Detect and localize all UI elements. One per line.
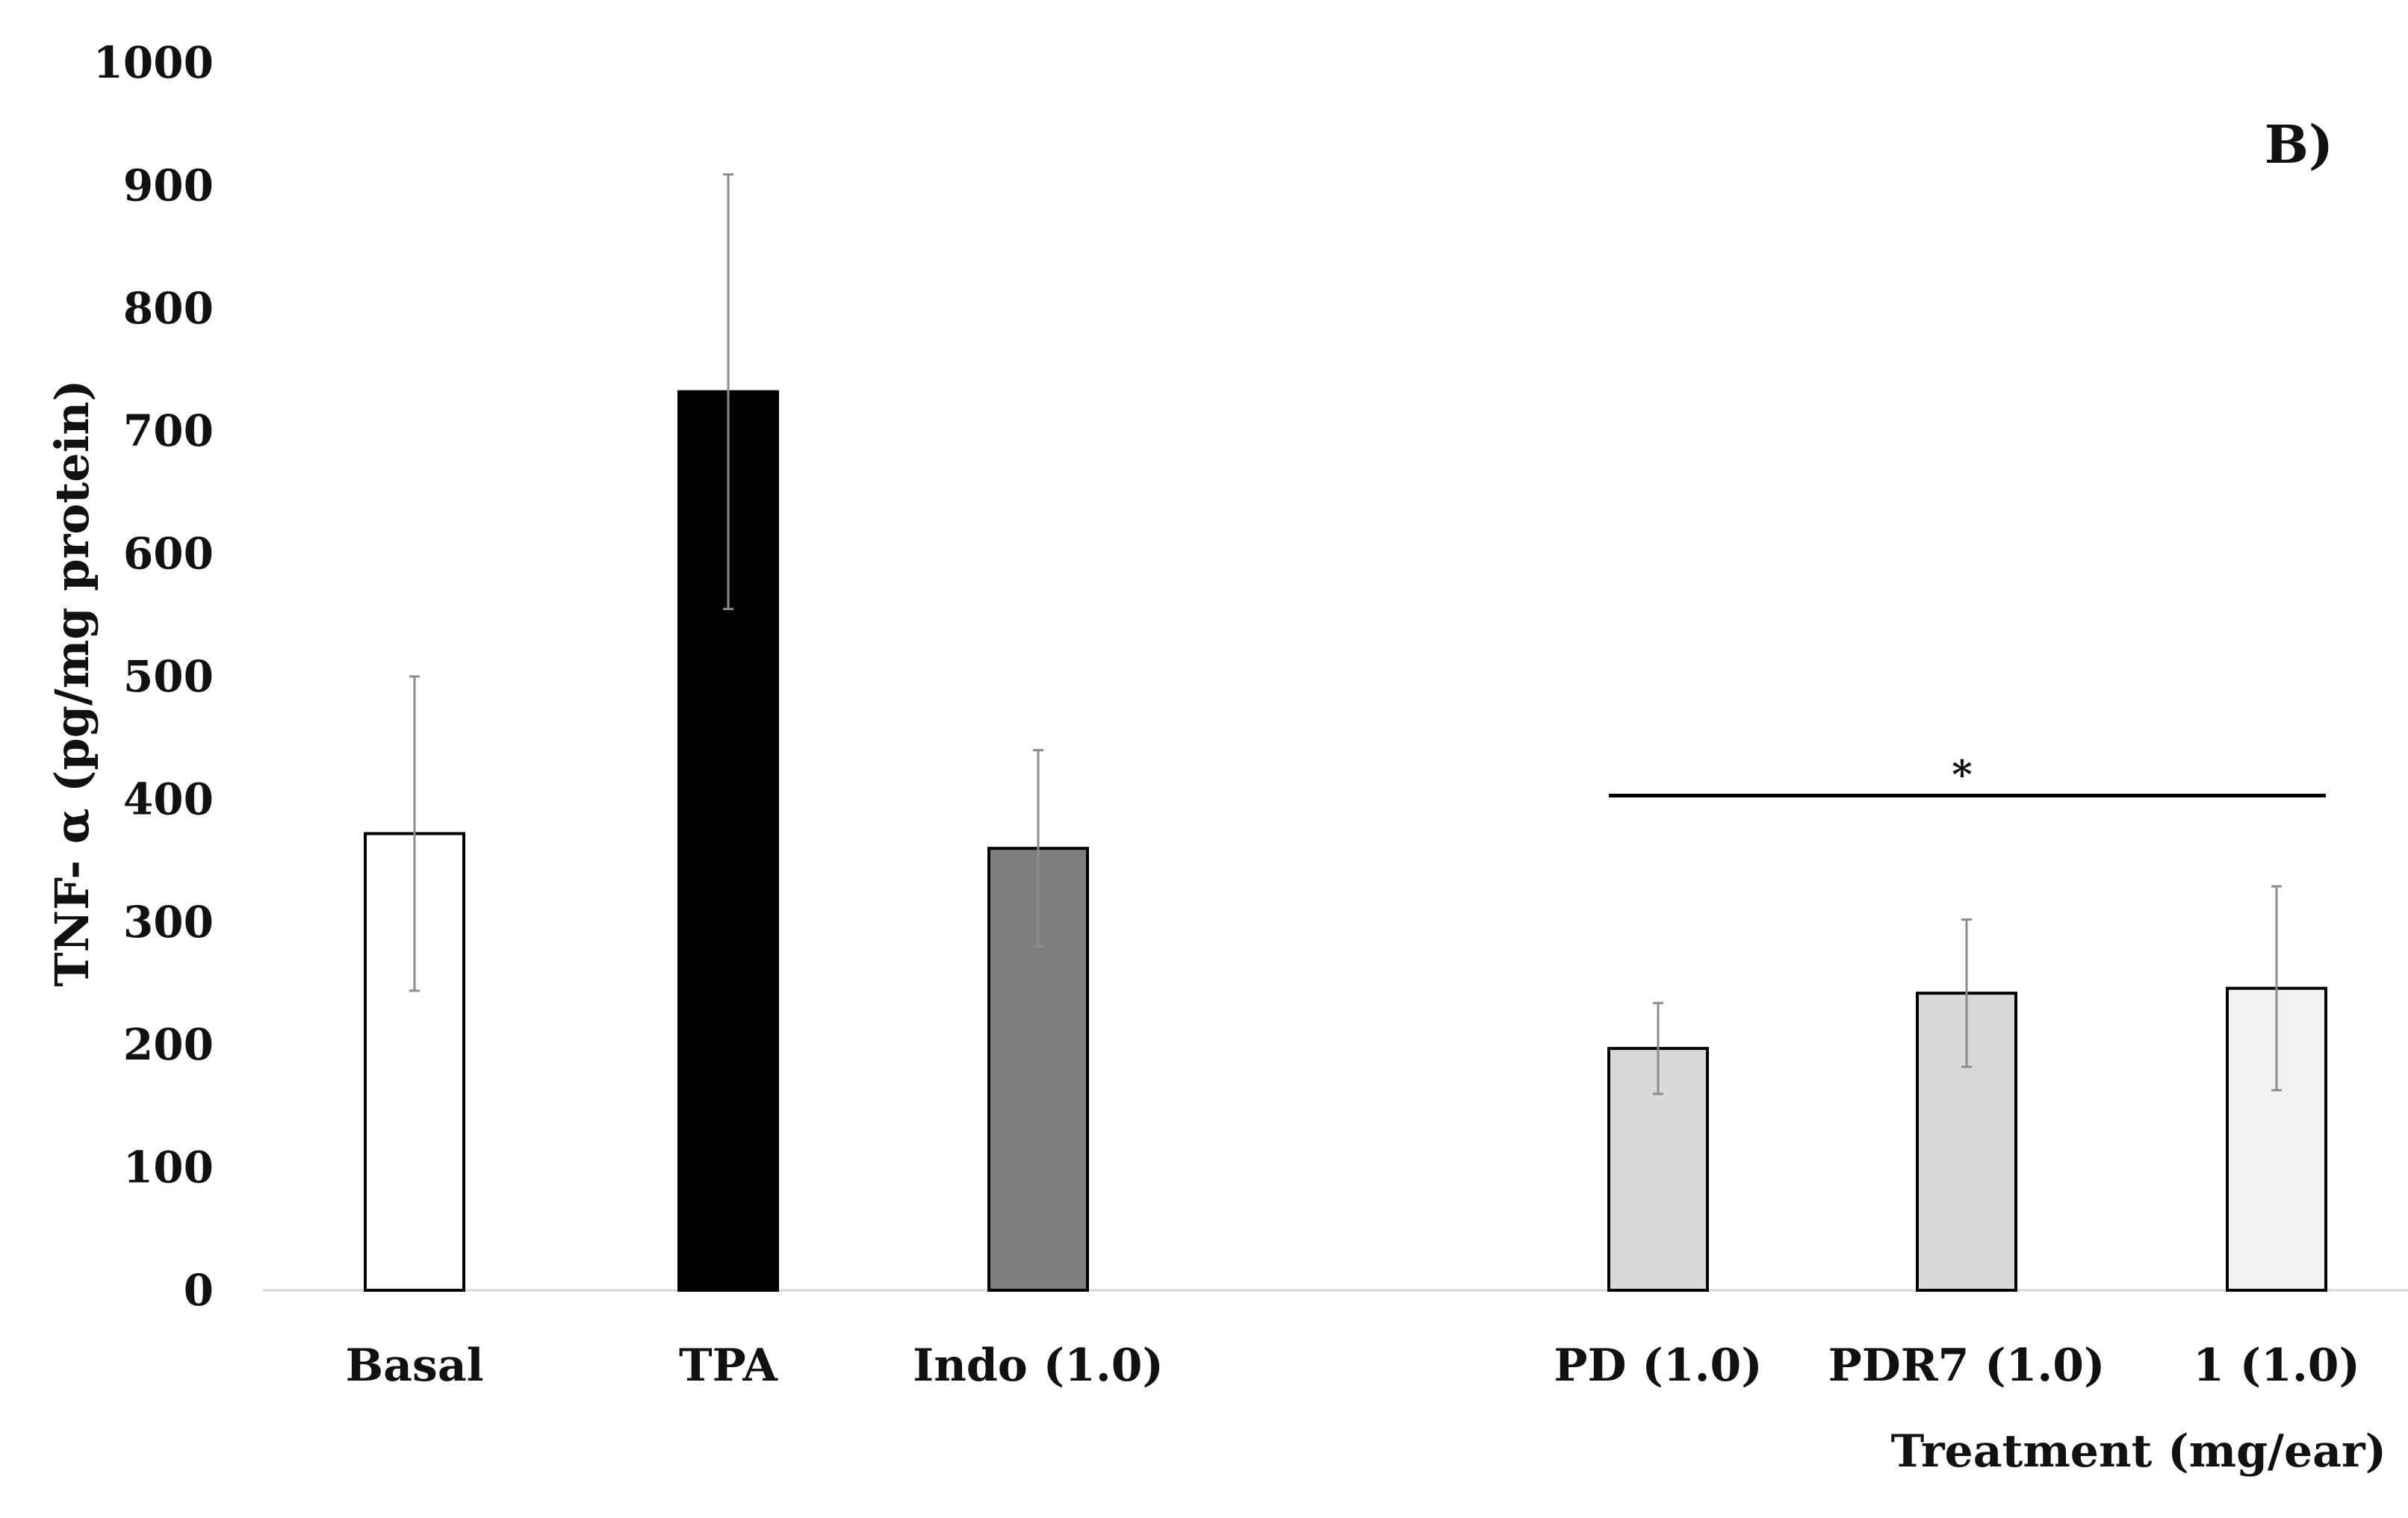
error-bars xyxy=(409,173,2282,1095)
x-tick-label: Basal xyxy=(345,1340,483,1392)
x-tick-label: PDR7 (1.0) xyxy=(1828,1340,2106,1392)
y-tick-label: 500 xyxy=(123,651,214,702)
error-bar xyxy=(1033,749,1043,948)
error-bar xyxy=(1961,918,1972,1068)
y-tick-label: 300 xyxy=(123,897,214,948)
x-tick-label: TPA xyxy=(679,1340,778,1392)
y-tick-label: 0 xyxy=(184,1265,214,1316)
y-tick-label: 800 xyxy=(123,283,214,334)
y-tick-label: 600 xyxy=(123,529,214,579)
significance-marker: * xyxy=(1952,752,1972,797)
y-tick-label: 100 xyxy=(123,1142,214,1193)
error-bar xyxy=(723,173,733,611)
x-tick-label: 1 (1.0) xyxy=(2193,1340,2360,1392)
y-tick-label: 1000 xyxy=(93,37,214,88)
y-tick-label: 900 xyxy=(123,160,214,211)
x-tick-label: Indo (1.0) xyxy=(913,1340,1164,1392)
error-bar xyxy=(409,675,420,992)
x-tick-label: PD (1.0) xyxy=(1554,1340,1762,1392)
error-bar xyxy=(2271,885,2282,1092)
y-axis-title: TNF- α (pg/mg protein) xyxy=(45,379,99,986)
x-axis-title: Treatment (mg/ear) xyxy=(1891,1425,2386,1478)
y-axis-ticks: 0 100 200 300 400 500 600 700 800 900 1000 xyxy=(93,37,214,1316)
y-tick-label: 200 xyxy=(123,1019,214,1070)
x-axis-tick-labels: Basal TPA Indo (1.0) PD (1.0) PDR7 (1.0) 1 (1… xyxy=(345,1340,2359,1392)
panel-label: B) xyxy=(2265,113,2333,175)
significance-annotation: * xyxy=(1609,752,2326,797)
y-tick-label: 700 xyxy=(123,405,214,456)
bars xyxy=(364,390,2327,1293)
y-tick-label: 400 xyxy=(123,774,214,824)
error-bar xyxy=(1653,1001,1663,1095)
